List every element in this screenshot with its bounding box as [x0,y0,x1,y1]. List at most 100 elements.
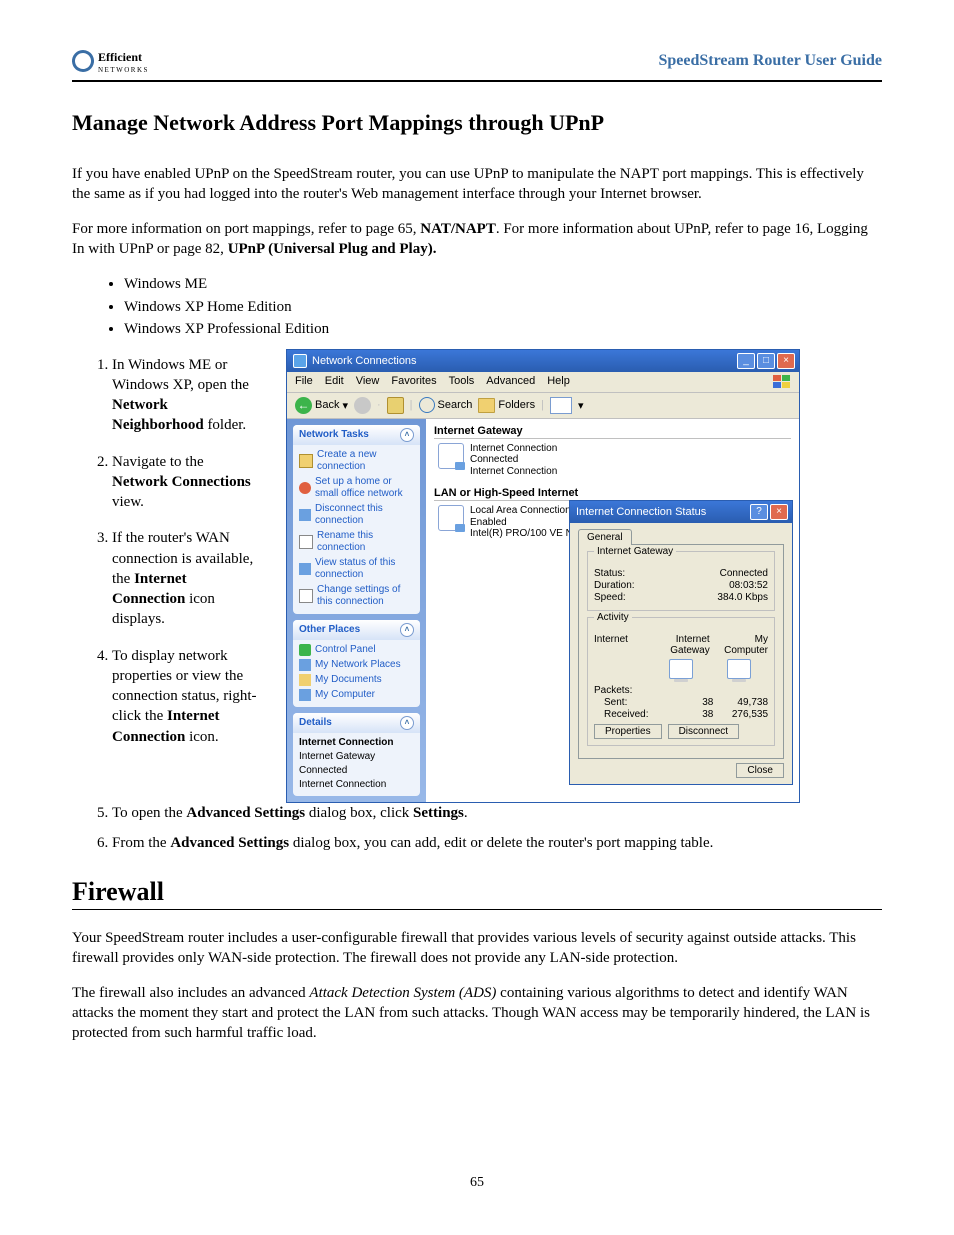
step-5: To open the Advanced Settings dialog box… [112,803,882,823]
status-dialog: Internet Connection Status ? × General I… [569,500,793,785]
place-net[interactable]: My Network Places [299,659,414,671]
folders-icon [478,398,495,413]
brand-logo: Efficient NETWORKS [72,48,149,74]
window-titlebar: Network Connections _ □ × [287,350,799,372]
packets-label: Packets: [594,685,768,696]
search-button[interactable]: Search [419,397,473,413]
close-button[interactable]: × [777,353,795,369]
disconnect-button[interactable]: Disconnect [668,724,739,739]
menu-tools[interactable]: Tools [449,375,475,389]
settings-icon [299,589,313,603]
step-2: Navigate to the Network Connections view… [112,452,262,513]
step-4: To display network properties or view th… [112,646,262,747]
section2-para2: The firewall also includes an advanced A… [72,983,882,1044]
toolbar: ←Back ▾ · | Search Folders | ▾ [287,393,799,419]
p2-d: UPnP (Universal Plug and Play). [228,241,437,257]
page-number: 65 [0,1175,954,1191]
minimize-button[interactable]: _ [737,353,755,369]
bullet-1: Windows ME [124,273,882,296]
rename-icon [299,535,313,549]
new-conn-icon [299,454,313,468]
network-connections-window: Network Connections _ □ × File Edit View… [286,349,800,803]
help-button[interactable]: ? [750,504,768,520]
menu-adv[interactable]: Advanced [486,375,535,389]
search-icon [419,397,435,413]
section1-para1: If you have enabled UPnP on the SpeedStr… [72,164,882,205]
task-create[interactable]: Create a new connection [299,449,414,473]
grp1-label: Internet Gateway [594,546,676,557]
control-panel-icon [299,644,311,656]
section1-title: Manage Network Address Port Mappings thr… [72,110,882,136]
collapse-icon[interactable]: ˄ [400,428,414,442]
tasks-sidebar: Network Tasks ˄ Create a new connection S… [287,419,426,802]
detail-1: Internet Connection [299,737,414,748]
screenshot-figure: Network Connections _ □ × File Edit View… [286,349,882,803]
detail-2: Internet Gateway [299,751,414,762]
details-title: Details [299,717,332,728]
task-status[interactable]: View status of this connection [299,557,414,581]
menu-view[interactable]: View [356,375,380,389]
section1-para2: For more information on port mappings, r… [72,219,882,260]
back-button[interactable]: ←Back ▾ [295,397,348,414]
task-settings[interactable]: Change settings of this connection [299,584,414,608]
p2-a: For more information on port mappings, r… [72,221,420,237]
task-disconnect[interactable]: Disconnect this connection [299,503,414,527]
group-gateway: Internet Gateway [434,425,791,439]
section2-rule [72,909,882,910]
collapse-icon[interactable]: ˄ [400,623,414,637]
page-header: Efficient NETWORKS SpeedStream Router Us… [72,48,882,74]
place-cp[interactable]: Control Panel [299,644,414,656]
menu-help[interactable]: Help [547,375,570,389]
connection-icon [438,443,464,469]
step-3: If the router's WAN connection is availa… [112,528,262,629]
back-arrow-icon: ← [295,397,312,414]
status-title-text: Internet Connection Status [576,506,706,518]
connection-icon [438,505,464,531]
window-title: Network Connections [312,355,417,367]
section2-title: Firewall [72,877,882,907]
menu-fav[interactable]: Favorites [391,375,436,389]
maximize-button[interactable]: □ [757,353,775,369]
grp2-label: Activity [594,612,632,623]
steps-list-left: In Windows ME or Windows XP, open the Ne… [72,355,262,747]
network-tasks-title: Network Tasks [299,429,369,440]
collapse-icon[interactable]: ˄ [400,716,414,730]
task-setup[interactable]: Set up a home or small office network [299,476,414,500]
menu-edit[interactable]: Edit [325,375,344,389]
properties-button[interactable]: Properties [594,724,662,739]
p2-b: NAT/NAPT [420,221,496,237]
computer-icon [727,659,751,679]
guide-title: SpeedStream Router User Guide [658,52,882,70]
step-1: In Windows ME or Windows XP, open the Ne… [112,355,262,436]
gateway-icon [669,659,693,679]
other-places-title: Other Places [299,624,360,635]
logo-ring-icon [70,48,97,75]
steps-list-full: To open the Advanced Settings dialog box… [72,803,882,854]
forward-button[interactable] [354,397,371,414]
brand-sub: NETWORKS [98,66,149,74]
up-folder-icon[interactable] [387,397,404,414]
place-comp[interactable]: My Computer [299,689,414,701]
status-icon [299,563,311,575]
tab-general[interactable]: General [578,529,632,545]
views-button[interactable] [550,397,572,414]
header-rule [72,80,882,82]
net-places-icon [299,659,311,671]
brand-name: Efficient [98,50,142,64]
task-rename[interactable]: Rename this connection [299,530,414,554]
dialog-close-button[interactable]: × [770,504,788,520]
my-docs-icon [299,674,311,686]
disconnect-icon [299,509,311,521]
my-computer-icon [299,689,311,701]
windows-flag-icon [773,375,791,389]
internet-connection-item[interactable]: Internet Connection Connected Internet C… [438,443,791,478]
bullet-2: Windows XP Home Edition [124,296,882,319]
menu-file[interactable]: File [295,375,313,389]
os-bullet-list: Windows ME Windows XP Home Edition Windo… [104,273,882,341]
folders-button[interactable]: Folders [478,398,535,413]
home-net-icon [299,482,311,494]
place-docs[interactable]: My Documents [299,674,414,686]
close-dialog-button[interactable]: Close [736,763,784,778]
menu-bar: File Edit View Favorites Tools Advanced … [287,372,799,393]
bullet-3: Windows XP Professional Edition [124,318,882,341]
